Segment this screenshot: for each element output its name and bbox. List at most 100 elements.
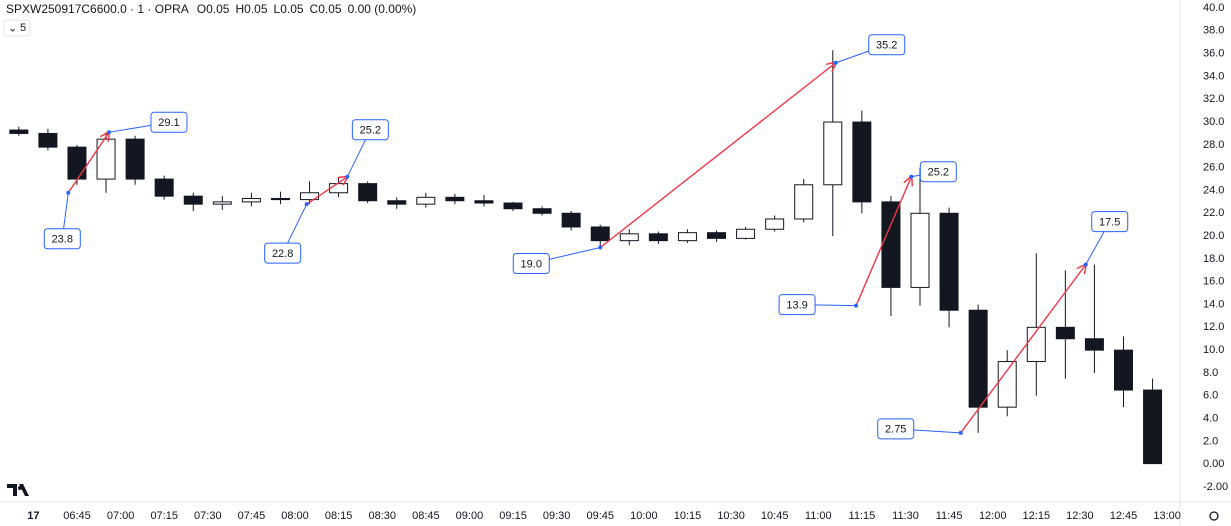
callout-box [868, 34, 906, 56]
candle-body [707, 232, 727, 239]
y-tick-label: 40.0 [1203, 2, 1224, 14]
callout-box [877, 418, 915, 440]
x-tick-label: 10:15 [674, 510, 702, 522]
x-tick-label: 08:00 [281, 510, 309, 522]
callout-label: 23.8 [52, 234, 73, 246]
y-tick-label: 30.0 [1203, 116, 1224, 128]
y-tick-label: 4.0 [1203, 412, 1218, 424]
callout-point [958, 430, 963, 435]
y-tick-label: 8.0 [1203, 367, 1218, 379]
callout-point [598, 245, 603, 250]
x-tick-label: 13:00 [1153, 510, 1181, 522]
callout-box [512, 253, 550, 274]
ohlc-value: 0.05 [206, 2, 230, 16]
candle-body [503, 202, 523, 210]
x-tick-label: 12:45 [1110, 510, 1138, 522]
y-tick-label: 24.0 [1203, 184, 1224, 196]
candle-body [648, 233, 668, 242]
callout-label: 22.8 [272, 248, 293, 260]
candle-body [677, 232, 697, 242]
callout-label: 29.1 [158, 117, 179, 129]
interval-button[interactable] [3, 19, 31, 37]
ohlc-value: 0.05 [318, 2, 342, 16]
x-tick-label: 09:15 [499, 510, 527, 522]
callout-box [150, 111, 188, 133]
candle-body [387, 200, 407, 205]
y-tick-label: 36.0 [1203, 48, 1224, 60]
y-tick-label: 20.0 [1203, 230, 1224, 242]
y-tick-label: 6.0 [1203, 390, 1218, 402]
ohlc-key: O [197, 2, 206, 16]
candle-body [1113, 349, 1133, 391]
callout-point [66, 190, 71, 195]
x-tick-label: 12:30 [1066, 510, 1094, 522]
candle-body [125, 138, 145, 180]
y-tick-label: 2.0 [1203, 435, 1218, 447]
candle-body [358, 183, 378, 202]
ohlc-key: H [235, 2, 244, 16]
candle-body [590, 226, 610, 242]
candle-body [9, 129, 29, 134]
candle-body [183, 195, 203, 205]
trend-arrow [306, 177, 348, 205]
trend-arrow [599, 63, 835, 249]
candle-body [619, 233, 639, 242]
x-tick-label: 07:15 [150, 510, 178, 522]
candle-body [270, 197, 290, 201]
x-tick-label: 08:45 [412, 510, 440, 522]
settings-icon[interactable] [1209, 511, 1219, 521]
candle-body [1143, 389, 1163, 465]
y-tick-label: 26.0 [1203, 162, 1224, 174]
callout-label: 25.2 [360, 125, 381, 137]
callout-box [1091, 211, 1129, 233]
callout-box [919, 161, 957, 183]
candle-body [532, 208, 552, 214]
callout-box [264, 242, 302, 264]
y-tick-label: 12.0 [1203, 321, 1224, 333]
candle-body [852, 121, 872, 203]
x-tick-label: 08:15 [325, 510, 353, 522]
ohlc-key: L [274, 2, 281, 16]
trend-arrow [960, 265, 1086, 434]
callout-label: 17.5 [1099, 217, 1120, 229]
callout-label: 35.2 [876, 40, 897, 52]
x-tick-label: 09:45 [586, 510, 614, 522]
x-tick-label: 11:00 [805, 510, 832, 522]
y-tick-label: 22.0 [1203, 207, 1224, 219]
candle-body [154, 178, 174, 197]
callout-label: 25.2 [928, 167, 949, 179]
x-tick-label: 12:15 [1023, 510, 1051, 522]
callout-point [909, 174, 914, 179]
callout-box [778, 294, 816, 316]
candle-body [765, 218, 785, 230]
callout-point [833, 60, 838, 65]
interval-value[interactable]: 5 [20, 22, 26, 34]
y-tick-label: -2.00 [1203, 481, 1228, 493]
y-tick-label: 10.0 [1203, 344, 1224, 356]
candle-body [212, 201, 232, 205]
ohlc-value: 0.05 [280, 2, 304, 16]
x-tick-label: 10:00 [630, 510, 658, 522]
callout-point [1083, 262, 1088, 267]
x-tick-label: 10:45 [761, 510, 789, 522]
y-tick-label: 14.0 [1203, 298, 1224, 310]
candle-body [241, 197, 261, 203]
callout-label: 19.0 [521, 258, 542, 270]
callout-box [43, 228, 81, 250]
x-tick-label: 09:00 [456, 510, 484, 522]
trend-arrow [855, 177, 911, 306]
y-tick-label: 18.0 [1203, 253, 1224, 265]
candle-body [38, 132, 58, 148]
change: 0.00 (0.00%) [348, 2, 417, 16]
x-tick-label: 09:30 [543, 510, 571, 522]
y-tick-label: 16.0 [1203, 276, 1224, 288]
ohlc-value: 0.05 [244, 2, 268, 16]
candle-body [794, 184, 814, 220]
x-tick-label: 11:30 [892, 510, 919, 522]
x-tick-label: 07:30 [194, 510, 222, 522]
candle-body [474, 200, 494, 204]
x-tick-label: 17 [27, 510, 39, 522]
x-tick-label: 06:45 [63, 510, 91, 522]
candle-body [67, 146, 87, 180]
candle-body [1055, 326, 1075, 340]
